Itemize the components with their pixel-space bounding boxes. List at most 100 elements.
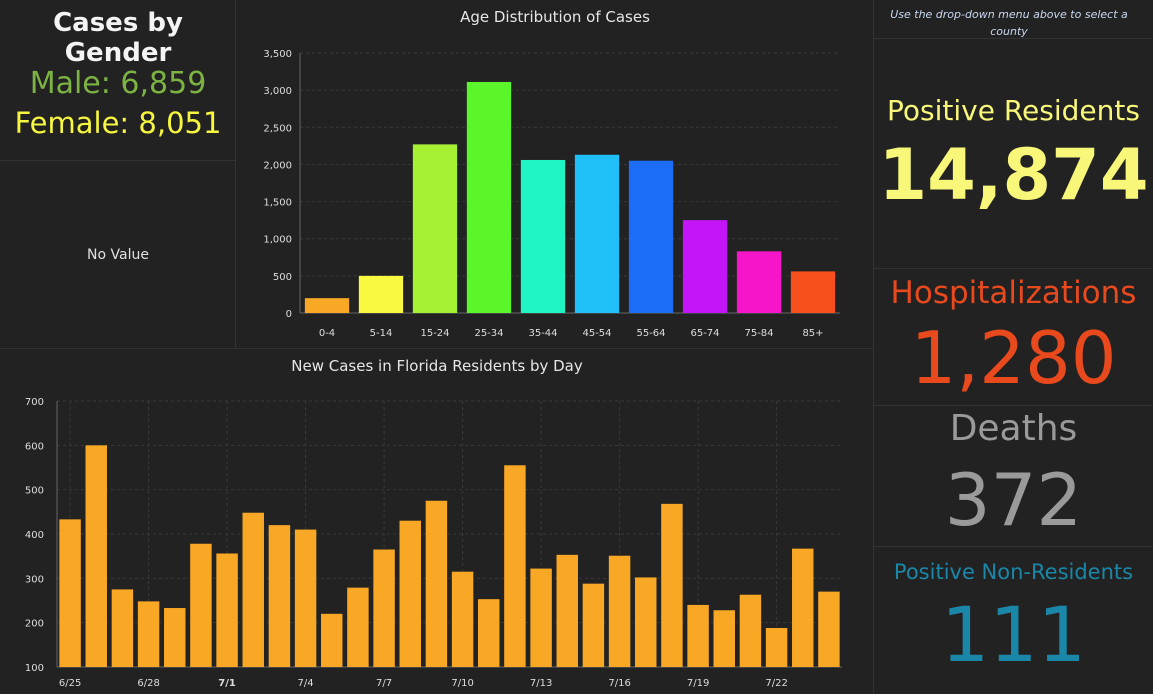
daily-x-tick: 7/10 <box>451 678 473 689</box>
no-value-panel: No Value <box>0 161 236 349</box>
daily-x-tick: 7/22 <box>765 678 787 689</box>
age-bar <box>358 275 404 313</box>
no-value-text: No Value <box>87 247 149 263</box>
daily-bar <box>190 543 212 667</box>
daily-bar <box>635 577 657 667</box>
daily-y-tick: 500 <box>25 486 44 497</box>
age-y-tick: 2,000 <box>263 160 292 171</box>
daily-x-tick: 7/13 <box>530 678 552 689</box>
daily-bar <box>399 520 421 667</box>
age-chart-title: Age Distribution of Cases <box>460 8 650 26</box>
hospitalizations-label: Hospitalizations <box>890 275 1137 311</box>
residents-panel <box>874 39 1153 269</box>
age-bar <box>736 251 782 313</box>
age-bar <box>466 81 512 313</box>
daily-bar <box>268 525 291 667</box>
age-y-tick: 500 <box>273 272 292 283</box>
age-x-tick: 35-44 <box>528 328 557 339</box>
daily-bar <box>582 583 605 667</box>
daily-bar <box>137 601 160 667</box>
daily-y-tick: 100 <box>25 663 44 674</box>
daily-x-tick: 7/1 <box>218 678 236 689</box>
daily-bar <box>321 613 343 667</box>
age-chart: 0 500 1,000 1,500 2,000 2,500 3,000 3,500 0-4 5-1… <box>263 49 840 339</box>
age-y-tick: 1,500 <box>263 198 292 209</box>
age-bar <box>520 159 566 313</box>
hospitalizations-value: 1,280 <box>910 316 1117 400</box>
gender-panel: Cases by Gender Male: 6,859 Female: 8,05… <box>0 0 236 161</box>
daily-y-tick: 700 <box>25 397 44 408</box>
county-hint: Use the drop-down menu above to select a… <box>890 8 1128 38</box>
age-chart-panel: Age Distribution of Cases 0 500 1,000 1,500… <box>236 0 874 349</box>
deaths-label: Deaths <box>949 408 1078 449</box>
age-bar <box>790 271 836 313</box>
age-x-tick: 85+ <box>802 328 823 339</box>
daily-chart-title: New Cases in Florida Residents by Day <box>291 357 583 375</box>
daily-x-tick: 7/4 <box>298 678 314 689</box>
age-bar <box>304 298 350 313</box>
nonresidents-panel <box>874 547 1153 694</box>
daily-x-tick: 6/25 <box>59 678 81 689</box>
daily-bar <box>451 571 474 667</box>
female-count: Female: 8,051 <box>14 106 222 140</box>
daily-x-tick: 6/28 <box>137 678 159 689</box>
daily-bar <box>373 549 395 667</box>
nonresidents-value: 111 <box>940 590 1087 679</box>
daily-bar <box>713 610 735 667</box>
daily-bar <box>59 519 81 667</box>
age-x-tick: 5-14 <box>370 328 393 339</box>
hint-panel <box>874 0 1153 39</box>
age-x-tick: 25-34 <box>474 328 503 339</box>
deaths-panel <box>874 406 1153 547</box>
age-y-tick: 2,500 <box>263 123 292 134</box>
age-x-tick: 55-64 <box>636 328 665 339</box>
daily-x-tick: 7/16 <box>608 678 630 689</box>
age-x-tick: 65-74 <box>690 328 719 339</box>
daily-y-tick: 300 <box>25 574 44 585</box>
age-x-tick: 0-4 <box>319 328 335 339</box>
age-x-tick: 75-84 <box>744 328 773 339</box>
daily-bar <box>556 554 578 667</box>
age-bar <box>682 220 728 313</box>
daily-bar <box>425 500 448 667</box>
daily-bar <box>216 553 238 667</box>
daily-bar <box>111 589 134 667</box>
age-bar <box>628 160 674 313</box>
deaths-value: 372 <box>944 458 1083 542</box>
age-x-tick: 15-24 <box>420 328 449 339</box>
daily-bar <box>478 599 500 667</box>
age-bar <box>574 154 620 313</box>
daily-y-tick: 400 <box>25 530 44 541</box>
daily-bar <box>608 555 631 667</box>
age-y-tick: 3,500 <box>263 49 292 60</box>
daily-y-tick: 200 <box>25 619 44 630</box>
age-y-tick: 1,000 <box>263 235 292 246</box>
hospitalizations-panel <box>874 269 1153 406</box>
daily-x-tick: 7/7 <box>376 678 392 689</box>
daily-chart-panel: New Cases in Florida Residents by Day 10… <box>0 349 874 694</box>
daily-bar <box>164 608 186 667</box>
daily-bar <box>294 529 317 667</box>
daily-bar <box>530 568 552 667</box>
gender-title: Cases by Gender <box>53 8 183 68</box>
age-y-tick: 0 <box>286 309 292 320</box>
daily-bar <box>765 627 788 667</box>
daily-bar <box>818 591 840 667</box>
daily-bar <box>347 587 369 667</box>
daily-bar <box>85 445 107 667</box>
age-bar <box>412 144 458 313</box>
daily-bar <box>661 503 683 667</box>
daily-chart: 100 200 300 400 500 600 700 6/25 6/28 7/1 7/4 7/7 7/… <box>25 397 842 689</box>
nonresidents-label: Positive Non-Residents <box>893 560 1134 584</box>
daily-bar <box>739 594 762 667</box>
positive-residents-value: 14,874 <box>878 134 1149 216</box>
daily-y-tick: 600 <box>25 441 44 452</box>
daily-bar <box>792 548 814 667</box>
daily-bar <box>242 512 264 667</box>
positive-residents-label: Positive Residents <box>887 94 1140 127</box>
age-y-tick: 3,000 <box>263 86 292 97</box>
daily-bar <box>687 604 709 667</box>
daily-x-tick: 7/19 <box>687 678 709 689</box>
daily-bar <box>504 465 526 667</box>
male-count: Male: 6,859 <box>29 66 207 101</box>
